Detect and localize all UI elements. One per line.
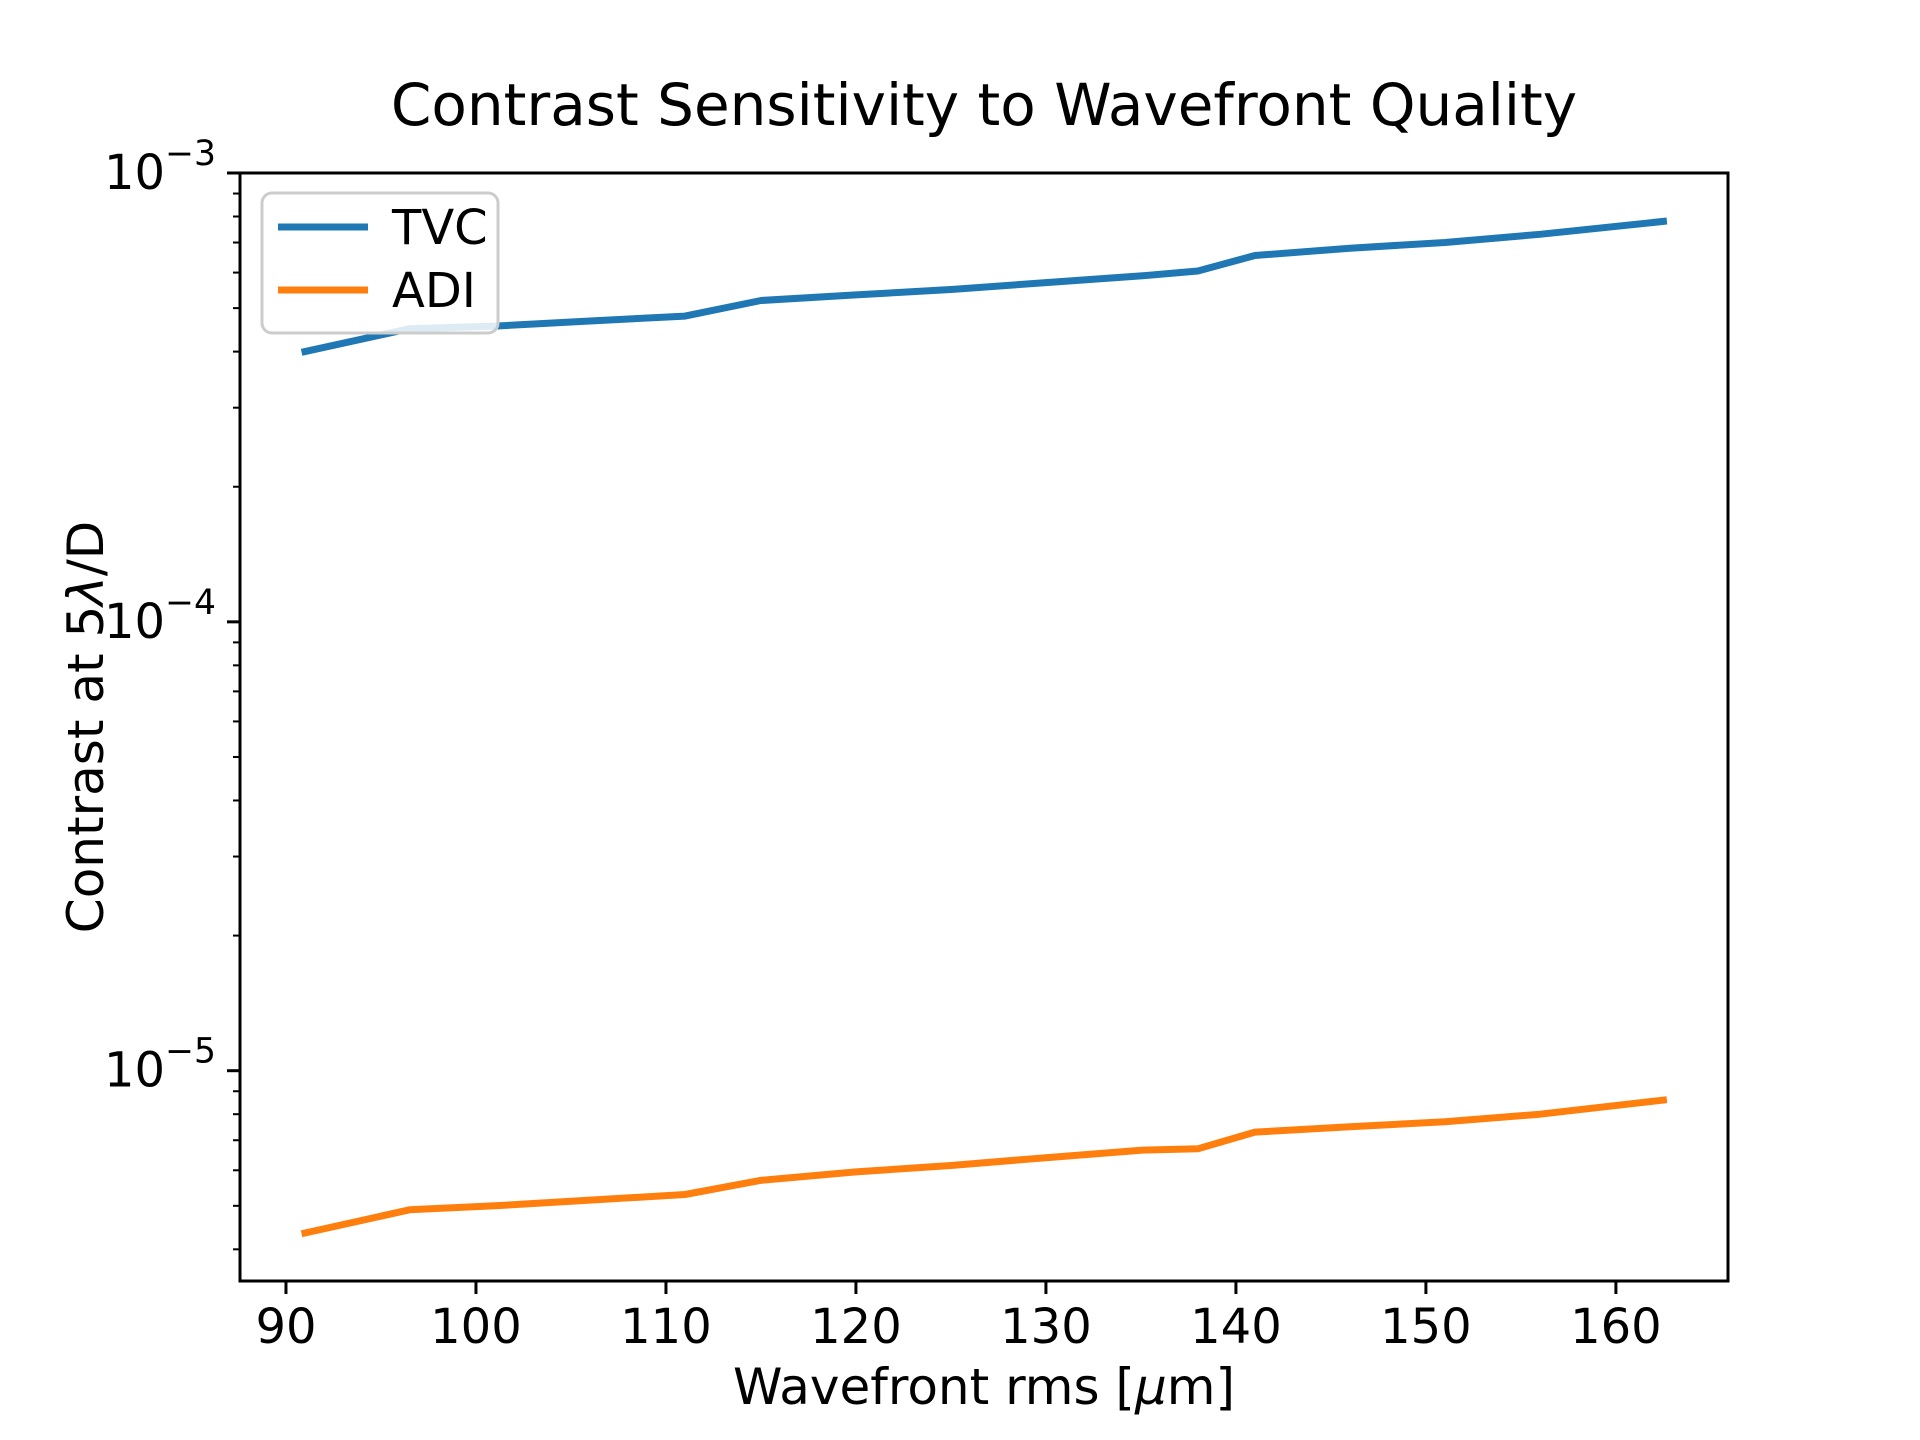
x-tick-label: 90 bbox=[255, 1299, 316, 1355]
x-tick-label: 110 bbox=[620, 1299, 712, 1355]
y-tick-label: 10−4 bbox=[104, 583, 216, 650]
y-axis-label: Contrast at 5λ/D bbox=[57, 521, 115, 933]
legend-label-adi: ADI bbox=[392, 263, 476, 319]
x-tick-label: 160 bbox=[1570, 1299, 1662, 1355]
chart-title: Contrast Sensitivity to Wavefront Qualit… bbox=[391, 71, 1577, 139]
x-tick-label: 120 bbox=[810, 1299, 902, 1355]
x-tick-label: 150 bbox=[1380, 1299, 1472, 1355]
x-axis-label: Wavefront rms [μm] bbox=[733, 1358, 1235, 1416]
series-lines bbox=[300, 217, 1668, 1238]
series-line-adi bbox=[300, 1096, 1668, 1238]
legend: TVC ADI bbox=[260, 191, 500, 335]
y-tick-label: 10−5 bbox=[104, 1032, 216, 1099]
y-axis-ticks: 10−3 10−4 10−5 bbox=[104, 134, 240, 1251]
x-tick-label: 140 bbox=[1190, 1299, 1282, 1355]
y-tick-label: 10−3 bbox=[104, 134, 216, 201]
plot-border bbox=[238, 171, 1730, 1283]
x-axis-ticks: 90 100 110 120 130 140 150 160 bbox=[255, 1281, 1662, 1355]
x-tick-label: 100 bbox=[430, 1299, 522, 1355]
x-tick-label: 130 bbox=[1000, 1299, 1092, 1355]
legend-label-tvc: TVC bbox=[391, 200, 488, 256]
series-line-tvc bbox=[300, 217, 1668, 356]
